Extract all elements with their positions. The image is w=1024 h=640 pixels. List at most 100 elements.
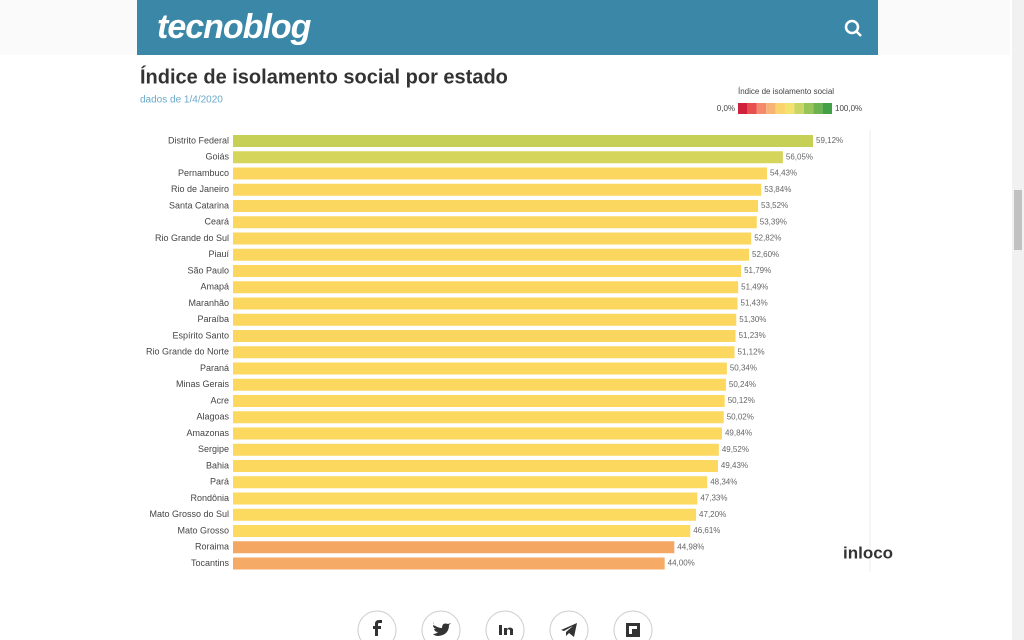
share-telegram[interactable] [549,610,589,640]
legend-swatch [822,103,832,114]
value-label: 50,12% [728,396,755,405]
legend-swatch [803,103,814,114]
category-label: Maranhão [188,298,229,308]
value-label: 47,33% [700,494,727,503]
bar [233,557,665,570]
category-label: Distrito Federal [168,135,229,145]
category-label: Piauí [208,249,229,259]
value-label: 59,12% [816,136,843,145]
brand: inloco [843,543,893,562]
legend-swatch [766,103,776,114]
value-label: 52,82% [754,234,781,243]
value-label: 48,34% [710,477,737,486]
legend-swatch [775,103,785,114]
category-label: Rondônia [190,493,229,503]
bar [233,248,750,261]
legend-swatch [785,103,795,114]
bar [233,200,759,212]
share-twitter[interactable] [421,610,461,640]
value-label: 51,30% [739,315,766,324]
value-label: 47,20% [699,510,726,519]
category-label: Mato Grosso [177,525,229,535]
value-label: 49,84% [725,429,752,438]
value-label: 52,60% [752,250,779,259]
bar [233,362,727,375]
share-flipboard[interactable] [613,610,653,640]
bar [233,508,697,521]
bar [233,167,767,180]
bar [233,313,737,326]
chart-title: Índice de isolamento social por estado [140,65,508,88]
bar [233,525,691,537]
category-label: Amapá [200,282,229,292]
category-label: Rio Grande do Sul [155,233,229,243]
bar [233,330,736,342]
category-label: Espírito Santo [172,330,229,340]
search-icon[interactable] [844,19,862,37]
value-label: 51,12% [738,347,765,356]
category-label: Santa Catarina [169,200,229,210]
scroll-thumb[interactable] [1014,190,1022,250]
bar [233,135,813,147]
legend-swatch [794,103,804,114]
bar [233,265,742,277]
value-label: 53,84% [764,185,791,194]
bar [233,232,752,245]
share-icons [373,620,640,637]
legend-swatch [813,103,823,114]
legend-swatch [738,103,748,114]
value-label: 50,02% [727,412,754,421]
value-label: 46,61% [693,526,720,535]
bar [233,541,675,554]
value-label: 44,00% [668,559,695,568]
category-label: São Paulo [187,265,229,275]
bar [233,476,708,489]
share-facebook[interactable] [357,610,397,640]
legend-title: Índice de isolamento social [738,87,834,96]
logo[interactable]: tecnoblog [157,8,313,46]
value-label: 50,34% [730,364,757,373]
category-label: Paraíba [197,314,229,324]
share-buttons [357,610,653,640]
bar [233,460,718,472]
category-label: Rio Grande do Norte [146,347,229,357]
bar [233,281,739,294]
value-label: 51,49% [741,282,768,291]
category-label: Acre [210,395,229,405]
bar [233,346,735,359]
bar [233,427,722,440]
value-label: 49,43% [721,461,748,470]
category-label: Pará [210,477,229,487]
category-label: Ceará [204,217,229,227]
category-label: Bahia [206,460,229,470]
legend-swatch [756,103,767,114]
value-label: 49,52% [722,445,749,454]
value-label: 56,05% [786,152,813,161]
bar [233,411,724,424]
bar [233,183,762,196]
header-bar [137,0,878,55]
category-label: Mato Grosso do Sul [149,509,229,519]
value-label: 51,43% [741,299,768,308]
value-label: 50,24% [729,380,756,389]
value-label: 54,43% [770,169,797,178]
value-label: 53,52% [761,201,788,210]
category-label: Tocantins [191,558,230,568]
value-label: 51,23% [739,331,766,340]
value-label: 53,39% [760,217,787,226]
subtitle: dados de 1/4/2020 [140,95,223,106]
category-label: Rio de Janeiro [171,184,229,194]
category-label: Pernambuco [178,168,229,178]
category-label: Paraná [200,363,229,373]
bar [233,378,726,391]
legend-min: 0,0% [717,104,735,113]
category-label: Minas Gerais [176,379,230,389]
bar [233,492,698,505]
bar [233,151,783,164]
share-linkedin[interactable] [485,610,525,640]
bar [233,443,719,456]
category-label: Roraima [195,542,229,552]
value-label: 44,98% [677,542,704,551]
scrollbar[interactable] [1012,0,1024,640]
